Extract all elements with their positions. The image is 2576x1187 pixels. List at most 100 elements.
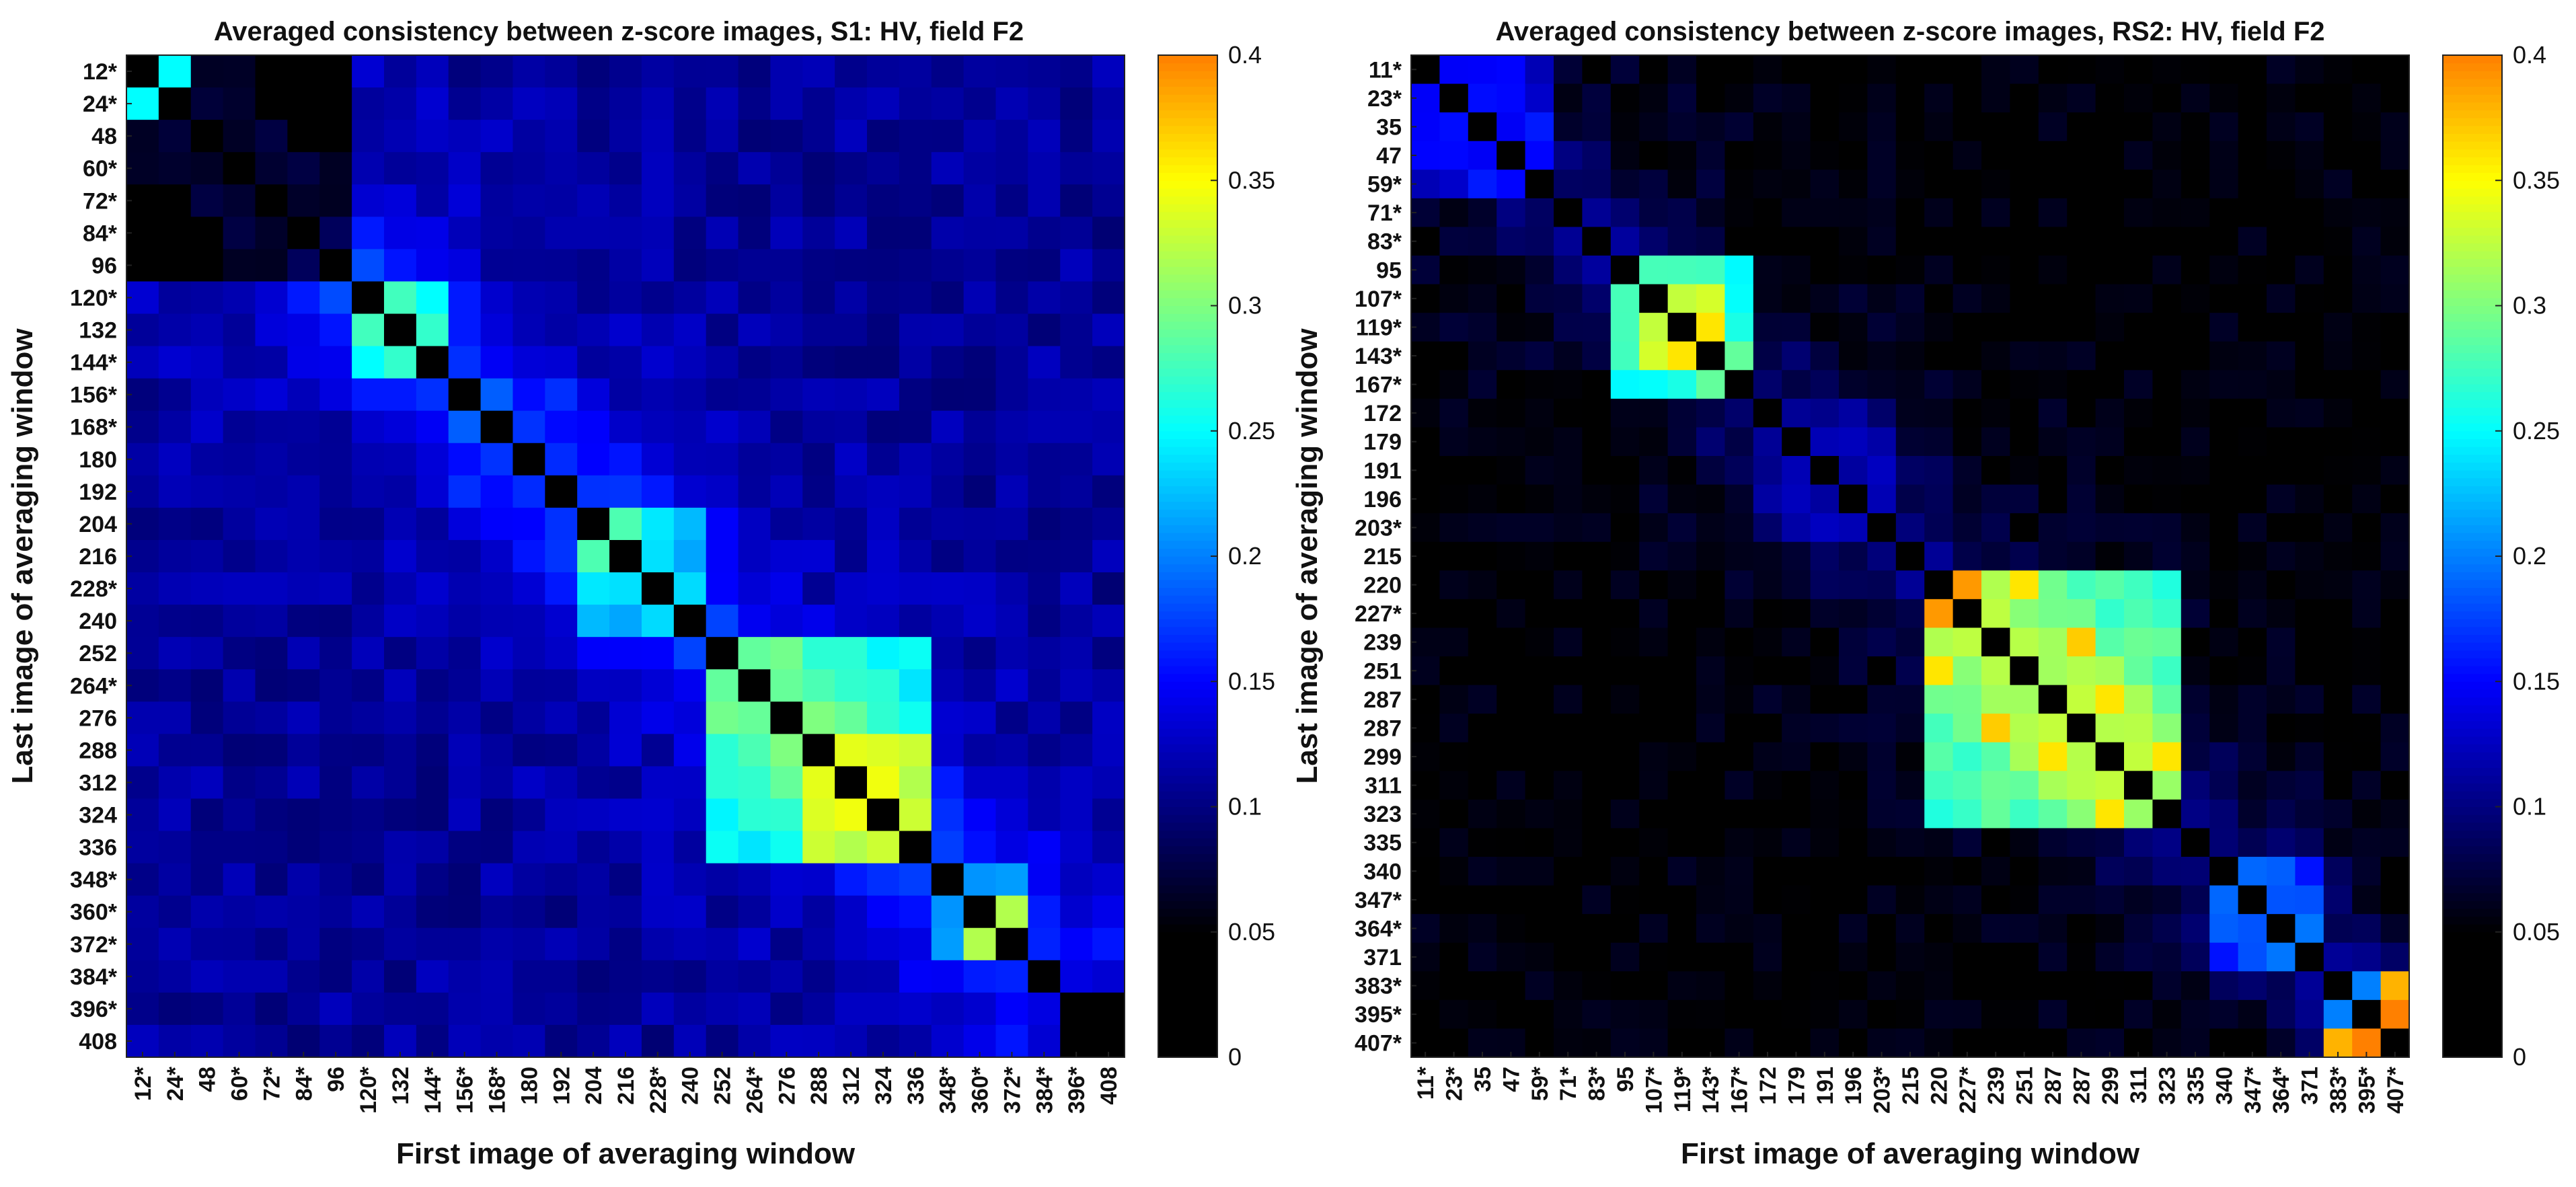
heatmap-cell	[2124, 685, 2153, 714]
heatmap-cell	[2238, 570, 2267, 600]
heatmap-cell	[2380, 341, 2410, 371]
heatmap-cell-diagonal	[158, 87, 192, 120]
heatmap-cell	[1497, 55, 1526, 85]
heatmap-cell	[2181, 484, 2210, 514]
heatmap-cell	[2038, 398, 2068, 428]
heatmap-cell	[738, 992, 771, 1026]
heatmap-cell-diagonal	[1725, 370, 1754, 399]
heatmap-cell	[1497, 857, 1526, 886]
heatmap-cell	[1468, 857, 1497, 886]
heatmap-cell	[1924, 513, 1954, 543]
heatmap-cell	[2038, 857, 2068, 886]
heatmap-cell	[1582, 398, 1612, 428]
heatmap-cell	[158, 55, 192, 88]
heatmap-cell	[577, 637, 610, 670]
heatmap-cell	[577, 669, 610, 702]
heatmap-cell	[867, 475, 900, 508]
heatmap-cell	[1725, 771, 1754, 800]
heatmap-cell	[802, 637, 835, 670]
heatmap-cell	[416, 669, 449, 702]
heatmap-cell	[1554, 885, 1583, 915]
heatmap-cell	[1924, 885, 1954, 915]
colorbar-segment	[2443, 720, 2502, 729]
heatmap-cell	[1696, 570, 1725, 600]
heatmap-cells	[126, 55, 1125, 1058]
heatmap-cell	[770, 120, 803, 153]
heatmap-cell	[352, 443, 385, 476]
heatmap-cell	[867, 992, 900, 1026]
heatmap-cell	[319, 798, 352, 832]
heatmap-cell	[1468, 513, 1497, 543]
colorbar-segment	[2443, 399, 2502, 408]
heatmap-cell	[1753, 656, 1782, 686]
heatmap-cell	[126, 701, 159, 734]
heatmap-cell	[2067, 112, 2096, 142]
heatmap-cell	[2095, 313, 2125, 342]
heatmap-cell	[867, 895, 900, 929]
colorbar-tick-label: 0.35	[1228, 166, 1275, 194]
heatmap-cell	[1582, 971, 1612, 1001]
heatmap-cell	[2209, 771, 2239, 800]
heatmap-cell	[1028, 669, 1061, 702]
heatmap-cell	[1696, 198, 1725, 228]
heatmap-cell	[1639, 771, 1669, 800]
heatmap-cell	[1667, 55, 1697, 85]
heatmap-cell	[609, 507, 642, 541]
colorbar-segment	[2443, 775, 2502, 784]
heatmap-cell	[2095, 828, 2125, 857]
colorbar-segment	[2443, 838, 2502, 847]
heatmap-cell	[1439, 627, 1469, 657]
heatmap-cell	[2152, 227, 2182, 256]
colorbar-segment	[1158, 533, 1217, 541]
colorbar-segment	[2443, 634, 2502, 643]
heatmap-cell	[1867, 599, 1897, 629]
heatmap-cell	[1725, 656, 1754, 686]
heatmap-cell	[1092, 637, 1125, 670]
heatmap-cell	[1981, 83, 2010, 113]
heatmap-cell	[1525, 942, 1554, 972]
heatmap-cell	[223, 346, 256, 379]
heatmap-cell	[287, 87, 320, 120]
heatmap-cell	[2095, 198, 2125, 228]
colorbar-segment	[2443, 383, 2502, 393]
colorbar-segment	[1158, 650, 1217, 658]
heatmap-cell	[2124, 370, 2153, 399]
heatmap-cell	[480, 927, 514, 961]
heatmap-cell	[2323, 799, 2353, 829]
heatmap-cell	[2295, 83, 2324, 113]
heatmap-cell	[963, 313, 997, 347]
heatmap-cell	[416, 863, 449, 896]
heatmap-cell	[1696, 456, 1725, 486]
heatmap-cell	[706, 863, 739, 896]
heatmap-cell	[2295, 256, 2324, 285]
colorbar-tick-label: 0.4	[1228, 41, 1262, 69]
heatmap-cell	[1497, 341, 1526, 371]
heatmap-cell	[1525, 398, 1554, 428]
y-tick-label: 311	[1365, 773, 1402, 799]
heatmap-cell	[416, 152, 449, 185]
colorbar-segment	[1158, 948, 1217, 956]
heatmap-cell-diagonal	[1468, 112, 1497, 142]
heatmap-cell	[1468, 885, 1497, 915]
heatmap-cell	[641, 281, 675, 315]
heatmap-cell	[2323, 885, 2353, 915]
x-tick-label: 407*	[2383, 1066, 2409, 1114]
heatmap-cell	[770, 734, 803, 767]
heatmap-cell	[1667, 256, 1697, 285]
heatmap-cell	[802, 443, 835, 476]
heatmap-cell	[2010, 83, 2039, 113]
heatmap-cell	[609, 313, 642, 347]
y-tick-label: 59*	[1367, 172, 1402, 198]
heatmap-cell	[2010, 541, 2039, 571]
heatmap-cell	[287, 927, 320, 961]
heatmap-cell-diagonal	[352, 281, 385, 315]
heatmap-cell	[1667, 427, 1697, 457]
x-tick-label: 179	[1784, 1067, 1809, 1105]
heatmap-cell	[1497, 714, 1526, 743]
heatmap-cell	[2181, 370, 2210, 399]
heatmap-cell	[255, 831, 288, 864]
heatmap-cell	[2181, 885, 2210, 915]
heatmap-cell	[1639, 55, 1669, 85]
heatmap-cell	[835, 249, 868, 282]
heatmap-cell	[2010, 857, 2039, 886]
